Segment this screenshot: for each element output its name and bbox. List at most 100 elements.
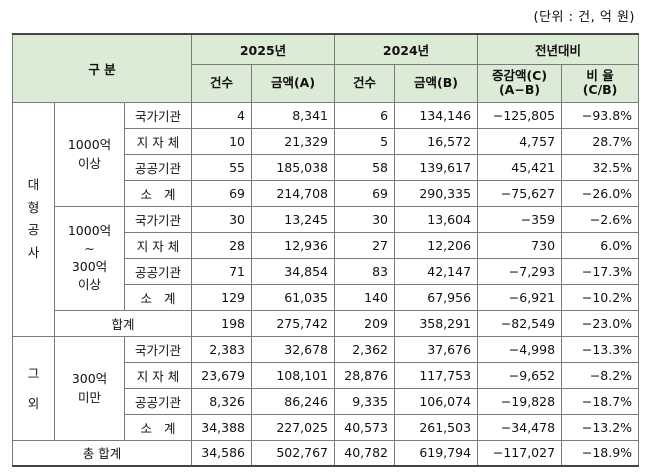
subgroup-300-to-1000: 1000억 ∼ 300억 이상 [54, 205, 125, 311]
construction-order-table: 구 분 2025년 2024년 전년대비 건수 금액(A) 건수 금액(B) 증… [12, 33, 640, 467]
cell-count-2024: 40,573 [334, 413, 396, 441]
cell-count-2024: 83 [334, 257, 396, 285]
cell-ratio: −17.3% [561, 257, 640, 285]
cell-amount-2025: 13,245 [250, 205, 336, 233]
cell-amount-2024: 358,291 [394, 309, 479, 337]
cell-amount-2025: 8,341 [250, 101, 336, 129]
header-2024: 2024년 [334, 33, 479, 65]
cell-diff: −117,027 [477, 439, 563, 467]
cell-diff: −9,652 [477, 361, 563, 389]
unit-note: (단위 : 건, 억 원) [533, 10, 635, 25]
cell-count-2025: 34,586 [191, 439, 252, 467]
cell-count-2024: 140 [334, 283, 396, 311]
header-ratio-top: 비 율 [586, 67, 614, 83]
table-row: 대 형 공 사 1000억 이상 국가기관 4 8,341 6 134,146 … [12, 101, 640, 337]
cell-count-2025: 55 [191, 153, 252, 181]
cell-amount-2025: 21,329 [250, 127, 336, 155]
header-yoy: 전년대비 [477, 33, 640, 65]
cell-amount-2024: 261,503 [394, 413, 479, 441]
cell-ratio: −10.2% [561, 283, 640, 311]
cell-diff: −4,998 [477, 335, 563, 363]
table-row: 공공기관 71 34,854 83 42,147 −7,293 −17.3% [13, 257, 640, 285]
cell-count-2024: 58 [334, 153, 396, 181]
cell-amount-2024: 106,074 [394, 387, 479, 415]
cell-diff: 4,757 [477, 127, 563, 155]
cell-ratio: 32.5% [561, 153, 640, 181]
cell-diff: −82,549 [477, 309, 563, 337]
header-ratio: 비 율 (C/B) [561, 63, 640, 103]
cell-amount-2024: 134,146 [394, 101, 479, 129]
cell-count-2024: 209 [334, 309, 396, 337]
table-row: 지 자 체 10 21,329 5 16,572 4,757 28.7% [13, 127, 640, 155]
cell-amount-2024: 12,206 [394, 231, 479, 259]
subgroup-under-300: 300억 미만 [54, 335, 125, 441]
cell-count-2024: 9,335 [334, 387, 396, 415]
header-amount-a: 금액(A) [250, 63, 336, 103]
row-category: 국가기관 [124, 335, 192, 363]
header-count-2024: 건수 [334, 63, 396, 103]
cell-diff: −359 [477, 205, 563, 233]
row-category: 공공기관 [124, 387, 192, 415]
cell-count-2024: 6 [334, 101, 396, 129]
row-category: 총 합계 [12, 439, 192, 467]
subgroup-over-1000: 1000억 이상 [54, 101, 125, 207]
cell-amount-2025: 34,854 [250, 257, 336, 285]
cell-count-2025: 71 [191, 257, 252, 285]
cell-amount-2025: 108,101 [250, 361, 336, 389]
table-row-large-total: 합계 198 275,742 209 358,291 −82,549 −23.0… [13, 309, 640, 337]
cell-count-2025: 30 [191, 205, 252, 233]
cell-amount-2024: 117,753 [394, 361, 479, 389]
cell-ratio: −18.7% [561, 387, 640, 415]
cell-amount-2024: 42,147 [394, 257, 479, 285]
group-large: 대 형 공 사 [12, 101, 55, 337]
cell-ratio: −13.2% [561, 413, 640, 441]
table-row: 공공기관 55 185,038 58 139,617 45,421 32.5% [13, 153, 640, 181]
cell-diff: −125,805 [477, 101, 563, 129]
cell-count-2024: 30 [334, 205, 396, 233]
row-category: 지 자 체 [124, 231, 192, 259]
cell-count-2024: 28,876 [334, 361, 396, 389]
cell-diff: −75,627 [477, 179, 563, 207]
header-change-bottom: (A−B) [498, 82, 541, 97]
cell-ratio: 6.0% [561, 231, 640, 259]
header-2025: 2025년 [190, 33, 336, 65]
cell-amount-2025: 275,742 [250, 309, 336, 337]
table-row: 지 자 체 23,679 108,101 28,876 117,753 −9,6… [13, 361, 640, 389]
row-category: 지 자 체 [124, 127, 192, 155]
cell-diff: 730 [477, 231, 563, 259]
header-category: 구 분 [12, 33, 192, 103]
row-category: 합계 [54, 309, 192, 337]
cell-ratio: −8.2% [561, 361, 640, 389]
header-change: 증감액(C) (A−B) [477, 63, 563, 103]
cell-amount-2024: 619,794 [394, 439, 479, 467]
cell-count-2024: 27 [334, 231, 396, 259]
cell-amount-2025: 32,678 [250, 335, 336, 363]
cell-ratio: −93.8% [561, 101, 640, 129]
cell-amount-2025: 61,035 [250, 283, 336, 311]
cell-count-2025: 198 [191, 309, 252, 337]
cell-amount-2024: 37,676 [394, 335, 479, 363]
cell-amount-2025: 214,708 [250, 179, 336, 207]
row-category: 국가기관 [124, 205, 192, 233]
cell-amount-2024: 67,956 [394, 283, 479, 311]
table-row: 그 외 300억 미만 국가기관 2,383 32,678 2,362 37,6… [12, 335, 640, 441]
cell-amount-2024: 290,335 [394, 179, 479, 207]
cell-ratio: −26.0% [561, 179, 640, 207]
cell-count-2024: 2,362 [334, 335, 396, 363]
cell-amount-2024: 16,572 [394, 127, 479, 155]
cell-count-2024: 69 [334, 179, 396, 207]
header-count-2025: 건수 [191, 63, 252, 103]
cell-count-2024: 5 [334, 127, 396, 155]
cell-amount-2025: 185,038 [250, 153, 336, 181]
cell-count-2024: 40,782 [334, 439, 396, 467]
cell-amount-2025: 227,025 [250, 413, 336, 441]
table-row-grand-total: 총 합계 34,586 502,767 40,782 619,794 −117,… [12, 439, 640, 467]
cell-amount-2025: 502,767 [250, 439, 336, 467]
cell-count-2025: 34,388 [191, 413, 252, 441]
cell-diff: 45,421 [477, 153, 563, 181]
table-row: 소 계 129 61,035 140 67,956 −6,921 −10.2% [13, 283, 640, 311]
cell-amount-2024: 13,604 [394, 205, 479, 233]
cell-ratio: −2.6% [561, 205, 640, 233]
cell-amount-2025: 86,246 [250, 387, 336, 415]
row-category: 소 계 [124, 179, 192, 207]
